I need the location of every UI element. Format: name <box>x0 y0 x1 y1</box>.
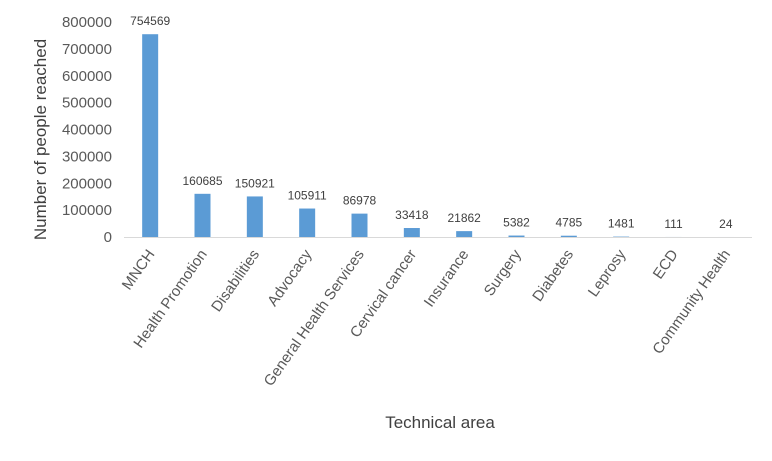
x-tick-label: Advocacy <box>264 246 316 309</box>
bar <box>613 236 630 238</box>
data-label: 33418 <box>395 208 429 222</box>
y-tick-label: 500000 <box>62 95 112 112</box>
bar <box>142 34 159 237</box>
y-tick-label: 0 <box>104 229 112 246</box>
bar <box>299 208 316 237</box>
data-label: 105911 <box>288 189 327 203</box>
y-tick-label: 300000 <box>62 148 112 165</box>
bar <box>560 235 577 237</box>
x-tick-label: MNCH <box>119 247 159 294</box>
y-tick-label: 700000 <box>62 41 112 58</box>
bar <box>508 235 525 237</box>
data-label: 111 <box>664 217 683 231</box>
bar <box>456 231 473 237</box>
x-tick-label: Disabilities <box>208 247 263 315</box>
data-label: 150921 <box>235 176 275 190</box>
y-tick-label: 400000 <box>62 122 112 139</box>
y-tick-label: 600000 <box>62 68 112 85</box>
y-axis-title: Number of people reached <box>31 39 50 240</box>
y-tick-label: 100000 <box>62 202 112 219</box>
y-axis-ticks: 0 100000 200000 300000 400000 500000 600000 700… <box>62 14 112 246</box>
y-tick-label: 200000 <box>62 175 112 192</box>
y-tick-label: 800000 <box>62 14 112 31</box>
data-label: 24 <box>719 217 733 231</box>
data-labels: 754569 160685 150921 105911 86978 33418 21862 5… <box>130 14 733 231</box>
x-axis-title: Technical area <box>385 413 495 432</box>
bars <box>142 34 734 238</box>
data-label: 160685 <box>182 174 222 188</box>
data-label: 21862 <box>447 211 481 225</box>
bar <box>351 213 368 237</box>
data-label: 1481 <box>608 217 635 231</box>
x-tick-label: General Health Services <box>261 247 368 390</box>
data-label: 86978 <box>343 194 377 208</box>
bar <box>403 228 420 237</box>
x-tick-label: Leprosy <box>585 246 630 300</box>
bar <box>246 196 263 237</box>
x-tick-label: ECD <box>650 246 682 282</box>
x-tick-label: Surgery <box>481 246 525 299</box>
x-tick-label: Insurance <box>421 247 473 311</box>
x-tick-label: Diabetes <box>529 247 577 305</box>
data-label: 754569 <box>130 14 170 28</box>
bar <box>194 193 211 237</box>
data-label: 4785 <box>555 216 582 230</box>
data-label: 5382 <box>503 216 530 230</box>
